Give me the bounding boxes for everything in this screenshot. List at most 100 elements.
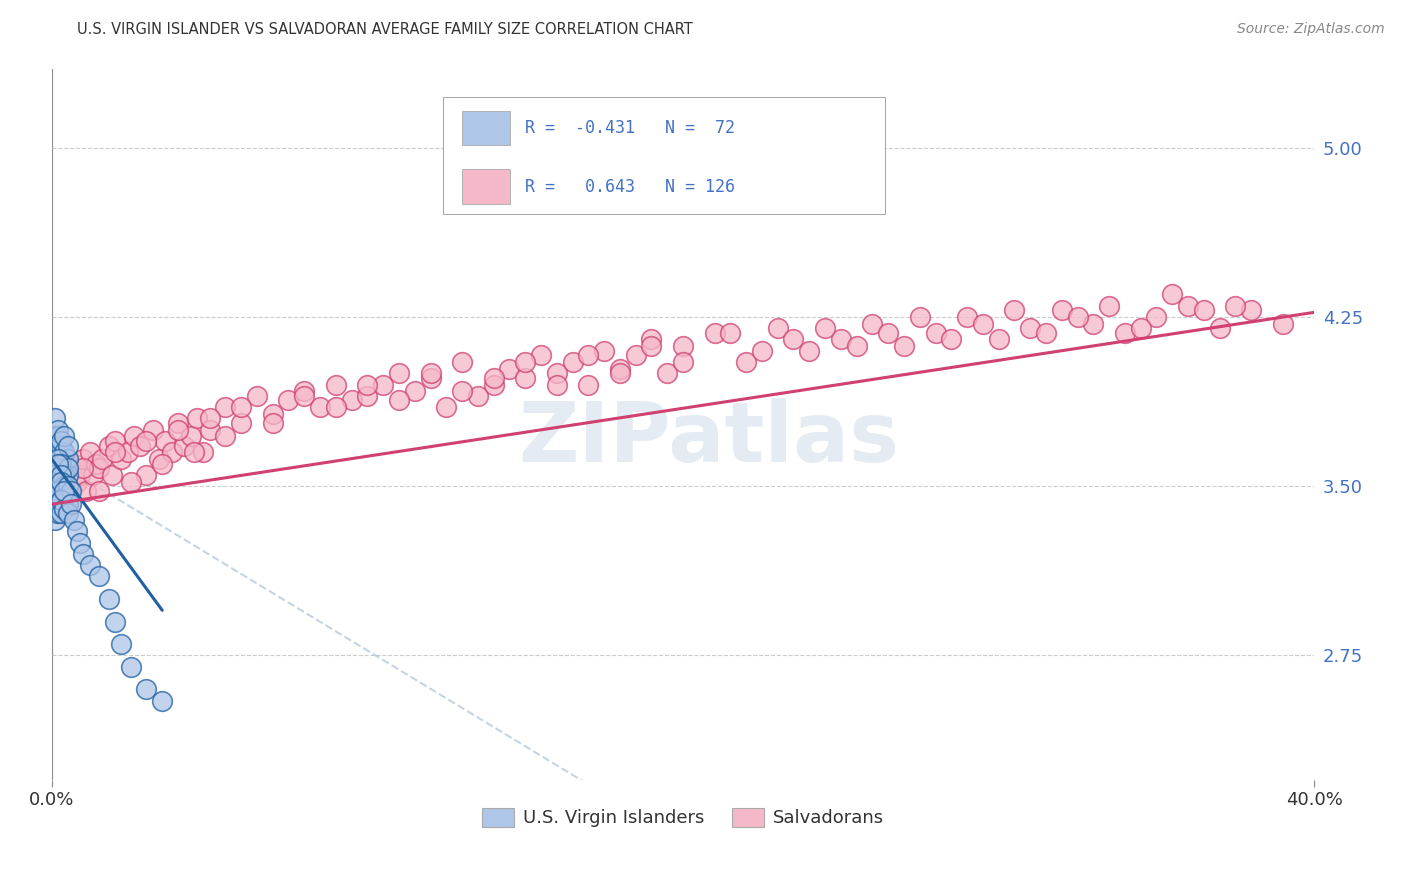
Point [956, 310, 979, 324]
Point [1192, 303, 1215, 318]
Point [657, 366, 679, 380]
Point [214, 429, 236, 443]
Point [262, 416, 284, 430]
Point [44, 483, 66, 498]
Legend: U.S. Virgin Islanders, Salvadorans: U.S. Virgin Islanders, Salvadorans [474, 801, 891, 835]
Point [530, 348, 553, 362]
Point [640, 333, 662, 347]
Point [142, 423, 165, 437]
Point [183, 445, 205, 459]
Point [72, 547, 94, 561]
Point [46, 457, 69, 471]
Point [72, 452, 94, 467]
Point [51, 501, 73, 516]
Point [1271, 317, 1294, 331]
Point [718, 326, 741, 340]
Point [148, 452, 170, 467]
Point [482, 371, 505, 385]
Point [46, 506, 69, 520]
Point [110, 637, 132, 651]
Point [546, 377, 568, 392]
Point [482, 377, 505, 392]
Point [561, 355, 583, 369]
Point [51, 467, 73, 482]
Point [1004, 303, 1026, 318]
Point [51, 475, 73, 489]
Point [53, 483, 76, 498]
Point [117, 445, 139, 459]
Point [44, 506, 66, 520]
Point [53, 483, 76, 498]
Point [84, 457, 107, 471]
Point [66, 475, 89, 489]
Point [44, 513, 66, 527]
Point [53, 429, 76, 443]
Point [893, 339, 915, 353]
Point [180, 429, 202, 443]
Text: R =  -0.431   N =  72: R = -0.431 N = 72 [526, 120, 735, 137]
Point [972, 317, 994, 331]
Point [1146, 310, 1168, 324]
Point [53, 445, 76, 459]
Point [373, 377, 395, 392]
Point [46, 457, 69, 471]
Point [277, 393, 299, 408]
Point [44, 479, 66, 493]
Point [51, 452, 73, 467]
FancyBboxPatch shape [463, 169, 510, 203]
Point [1208, 321, 1230, 335]
Point [46, 461, 69, 475]
Text: R =   0.643   N = 126: R = 0.643 N = 126 [526, 178, 735, 195]
Point [46, 491, 69, 505]
Point [609, 361, 631, 376]
Point [44, 491, 66, 505]
Point [515, 371, 537, 385]
Point [404, 384, 426, 399]
Point [63, 457, 86, 471]
Point [198, 423, 221, 437]
Point [51, 475, 73, 489]
Point [860, 317, 883, 331]
Point [830, 333, 852, 347]
Point [1114, 326, 1136, 340]
Point [941, 333, 963, 347]
Point [214, 400, 236, 414]
Point [1019, 321, 1042, 335]
Point [193, 445, 215, 459]
Point [46, 429, 69, 443]
Point [356, 377, 378, 392]
Point [576, 348, 599, 362]
Point [173, 438, 195, 452]
Point [110, 452, 132, 467]
Point [924, 326, 946, 340]
Point [69, 467, 91, 482]
Point [1225, 299, 1247, 313]
Point [434, 400, 457, 414]
Point [87, 461, 110, 475]
Point [703, 326, 725, 340]
Point [46, 467, 69, 482]
Point [498, 361, 520, 376]
Point [51, 492, 73, 507]
Point [51, 438, 73, 452]
Point [51, 434, 73, 448]
Point [1177, 299, 1199, 313]
Point [877, 326, 900, 340]
Point [44, 497, 66, 511]
Point [799, 343, 821, 358]
Point [44, 467, 66, 482]
Point [53, 467, 76, 482]
Point [292, 384, 315, 399]
Point [782, 333, 804, 347]
Point [735, 355, 758, 369]
Point [309, 400, 332, 414]
Point [56, 497, 79, 511]
Point [122, 429, 145, 443]
Point [87, 483, 110, 498]
Point [46, 423, 69, 437]
Point [167, 423, 190, 437]
Point [69, 535, 91, 549]
Point [908, 310, 931, 324]
Point [609, 366, 631, 380]
Point [135, 682, 157, 697]
